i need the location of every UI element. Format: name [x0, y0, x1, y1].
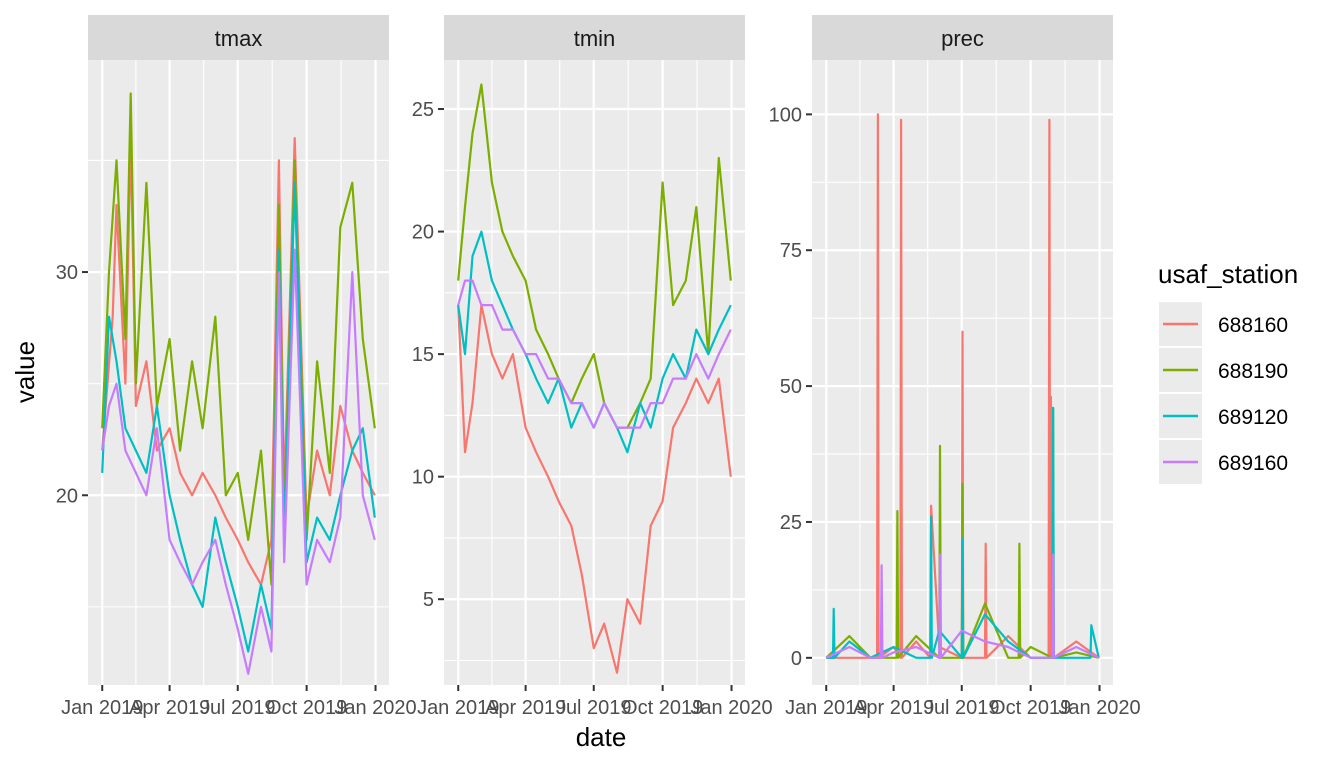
- facet-strip: [812, 15, 1113, 60]
- x-tick-label: Jul 2019: [200, 697, 276, 719]
- series-group: [457, 83, 732, 674]
- y-tick-label: 30: [56, 262, 78, 284]
- legend-entry-689160: 689160: [1159, 440, 1288, 484]
- x-tick-label: Apr 2019: [853, 697, 934, 719]
- legend-label: 688190: [1218, 360, 1288, 383]
- series-line-688160: [826, 113, 1100, 659]
- x-tick-label: Oct 2019: [622, 697, 703, 719]
- legend-entry-688190: 688190: [1159, 348, 1288, 392]
- legend-entry-688160: 688160: [1159, 302, 1288, 346]
- y-axis-title: value: [10, 341, 40, 403]
- facet-strip-label: tmax: [215, 26, 263, 51]
- facet-strip: [444, 15, 745, 60]
- series-line-689120: [101, 181, 376, 653]
- x-tick-label: Jan 2019: [417, 697, 499, 719]
- x-tick-label: Jan 2019: [785, 697, 867, 719]
- x-tick-label: Oct 2019: [266, 697, 347, 719]
- y-tick-label: 0: [791, 648, 802, 670]
- x-tick-label: Jul 2019: [924, 697, 1000, 719]
- legend-entry-689120: 689120: [1159, 394, 1288, 438]
- x-axis-title: date: [576, 722, 627, 752]
- y-tick-label: 15: [412, 344, 434, 366]
- legend-label: 688160: [1218, 314, 1288, 337]
- x-tick-label: Jan 2020: [690, 697, 772, 719]
- y-tick-label: 25: [412, 99, 434, 121]
- x-tick-label: Apr 2019: [129, 697, 210, 719]
- series-group: [101, 92, 376, 675]
- facet-strip-label: prec: [941, 26, 984, 51]
- y-tick-label: 10: [412, 467, 434, 489]
- x-tick-label: Oct 2019: [990, 697, 1071, 719]
- facet-strip: [88, 15, 389, 60]
- y-tick-label: 5: [423, 589, 434, 611]
- x-tick-label: Jan 2020: [334, 697, 416, 719]
- legend-label: 689120: [1218, 406, 1288, 429]
- x-tick-label: Jan 2020: [1058, 697, 1140, 719]
- series-line-689160: [825, 553, 1100, 659]
- y-tick-label: 50: [780, 376, 802, 398]
- series-line-688160: [457, 304, 732, 674]
- x-tick-label: Jan 2019: [61, 697, 143, 719]
- y-tick-label: 20: [56, 485, 78, 507]
- series-line-688190: [101, 92, 376, 586]
- y-tick-label: 75: [780, 240, 802, 262]
- legend-label: 689160: [1218, 452, 1288, 475]
- facet-strip-label: tmin: [574, 26, 616, 51]
- x-tick-label: Apr 2019: [485, 697, 566, 719]
- legend-title: usaf_station: [1158, 259, 1298, 289]
- x-tick-label: Jul 2019: [556, 697, 632, 719]
- y-tick-label: 100: [769, 104, 802, 126]
- y-tick-label: 25: [780, 512, 802, 534]
- legend: usaf_station 688160 688190 689120 689160: [1158, 259, 1298, 484]
- series-line-689160: [101, 248, 376, 675]
- series-line-688190: [457, 83, 732, 429]
- y-tick-label: 20: [412, 222, 434, 244]
- series-group: [825, 113, 1100, 659]
- series-line-689160: [457, 279, 732, 429]
